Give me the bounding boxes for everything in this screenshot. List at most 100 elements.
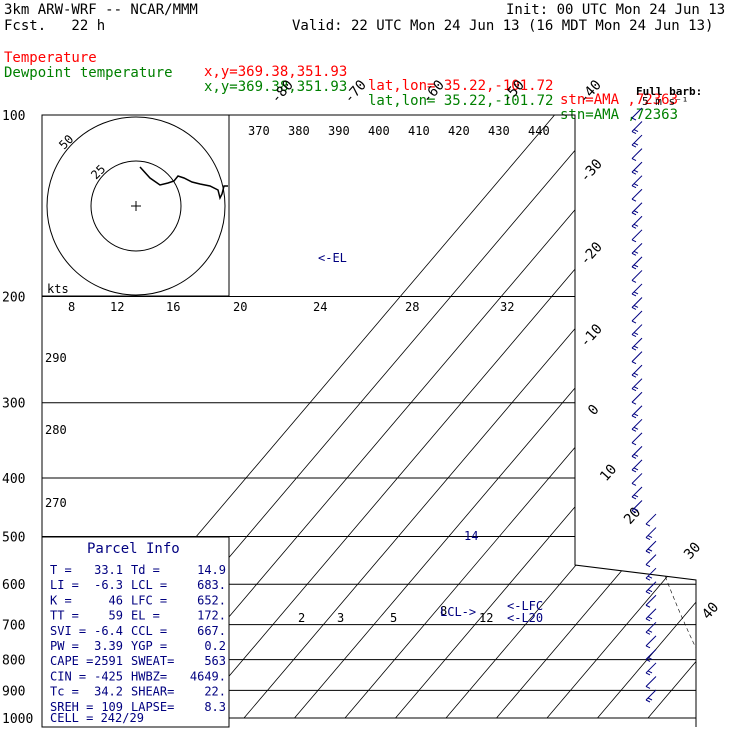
wind-barb-staff — [631, 175, 643, 187]
wind-barb — [631, 161, 643, 175]
wind-barb-staff — [631, 391, 643, 403]
wind-barb — [631, 297, 643, 310]
wind-barb — [645, 662, 657, 676]
wind-barb — [645, 689, 657, 703]
wind-barb-flag — [645, 564, 651, 568]
parcel-info-key: CIN = — [50, 669, 86, 683]
wind-barb-flag — [645, 658, 651, 662]
isotherm-label: -50 — [499, 77, 528, 107]
theta-label: 430 — [488, 124, 510, 138]
parcel-marker-label: 14 — [464, 529, 478, 543]
wind-barb — [631, 351, 643, 365]
parcel-info-value: 4649. — [190, 669, 226, 683]
wind-barb-flag — [633, 223, 639, 227]
wind-barb-staff — [631, 283, 643, 295]
wind-barb-flag — [647, 535, 653, 539]
wind-barb-flag — [645, 604, 651, 608]
parcel-info-value: 667. — [197, 624, 226, 638]
wind-barb-flag — [631, 482, 637, 486]
wind-barb — [645, 594, 657, 608]
wind-barb-staff — [645, 567, 657, 579]
wind-barb — [645, 554, 657, 568]
parcel-info-value: 652. — [197, 593, 226, 607]
wind-barb-flag — [631, 198, 637, 202]
wind-barb-flag — [647, 670, 653, 674]
parcel-info-value: 172. — [197, 609, 226, 623]
wind-barb-flag — [633, 413, 639, 417]
parcel-info-value: -425 — [94, 669, 123, 683]
wind-barb — [645, 540, 657, 554]
pressure-tick-label: 400 — [2, 472, 25, 487]
wind-barb-staff — [631, 297, 643, 308]
wind-barb-staff — [645, 608, 657, 620]
wind-barb-staff — [631, 202, 643, 214]
wind-barb-flag — [631, 171, 637, 175]
wind-barb-flag — [645, 699, 651, 703]
hodograph-speed-label: 16 — [166, 300, 180, 314]
wind-barb — [631, 148, 643, 162]
wind-barb-flag — [633, 494, 639, 498]
wind-barb-staff — [645, 540, 657, 552]
wind-barb-flag — [633, 129, 639, 132]
wind-barb-flag — [631, 374, 637, 378]
parcel-info-key: SVI = — [50, 624, 86, 638]
wind-barb-staff — [631, 432, 643, 444]
wind-barb-flag — [633, 332, 639, 336]
barb-key-title: Full barb: — [636, 85, 702, 98]
isotherm-line — [445, 115, 696, 719]
hodograph-speed-label: 8 — [68, 300, 75, 314]
wind-barb-flag — [631, 307, 637, 310]
wind-barb-flag — [631, 510, 637, 513]
wind-barb — [631, 134, 643, 148]
wind-barb-flag — [631, 293, 637, 297]
wind-barb-staff — [631, 486, 643, 498]
wind-barb — [645, 635, 657, 649]
isotherm-label: -60 — [419, 77, 448, 107]
wind-barb-staff — [631, 459, 643, 471]
pressure-tick-label: 800 — [2, 654, 25, 669]
wind-barb-flag — [631, 117, 637, 121]
theta-label: 290 — [45, 351, 67, 365]
lcl-annotation: LCL-> — [440, 605, 476, 619]
wind-barb — [631, 473, 643, 486]
parcel-info-key: SWEAT= — [131, 654, 174, 668]
parcel-info-box — [41, 536, 230, 728]
wind-barb-staff — [631, 107, 643, 119]
parcel-info-value: 22. — [204, 685, 226, 699]
wind-barb-flag — [645, 672, 651, 676]
lfc-annotation: <-LFC — [507, 599, 543, 613]
isotherm-line — [647, 115, 696, 719]
mixing-ratio-label: 12 — [479, 611, 493, 625]
parcel-info-key: Tc = — [50, 685, 79, 699]
isotherm-label: 30 — [681, 539, 704, 562]
wind-barb-flag — [633, 426, 639, 430]
wind-barb-flag — [633, 372, 639, 376]
wind-barb-flag — [645, 631, 651, 635]
moist-adiabat — [695, 370, 696, 719]
hodograph-trace — [139, 166, 228, 201]
theta-label: 390 — [328, 124, 350, 138]
wind-barb-flag — [633, 250, 639, 254]
parcel-info-key: CAPE = — [50, 654, 93, 668]
wind-barb — [631, 283, 643, 297]
theta-label: 280 — [45, 423, 67, 437]
pressure-tick-label: 700 — [2, 619, 25, 634]
parcel-info-value: 33.1 — [94, 563, 123, 577]
wind-barb-staff — [645, 513, 657, 525]
wind-barb-flag — [631, 347, 637, 351]
wind-barb-flag — [631, 144, 637, 148]
parcel-info-key: CCL = — [131, 624, 167, 638]
valid-time: Valid: 22 UTC Mon 24 Jun 13 (16 MDT Mon … — [292, 18, 714, 34]
wind-barb — [631, 337, 643, 351]
isotherm-label: 20 — [621, 504, 644, 527]
wind-barb — [645, 649, 657, 662]
parcel-info-key: LAPSE= — [131, 700, 174, 714]
wind-barb — [645, 608, 657, 622]
el-annotation: <-EL — [318, 251, 347, 265]
l20-annotation: <-L20 — [507, 611, 543, 625]
wind-barb-flag — [647, 697, 653, 701]
wind-barb-flag — [633, 183, 639, 187]
pressure-tick-label: 300 — [2, 397, 25, 412]
wind-barb-flag — [645, 591, 651, 595]
mixing-ratio-label: 2 — [298, 611, 305, 625]
